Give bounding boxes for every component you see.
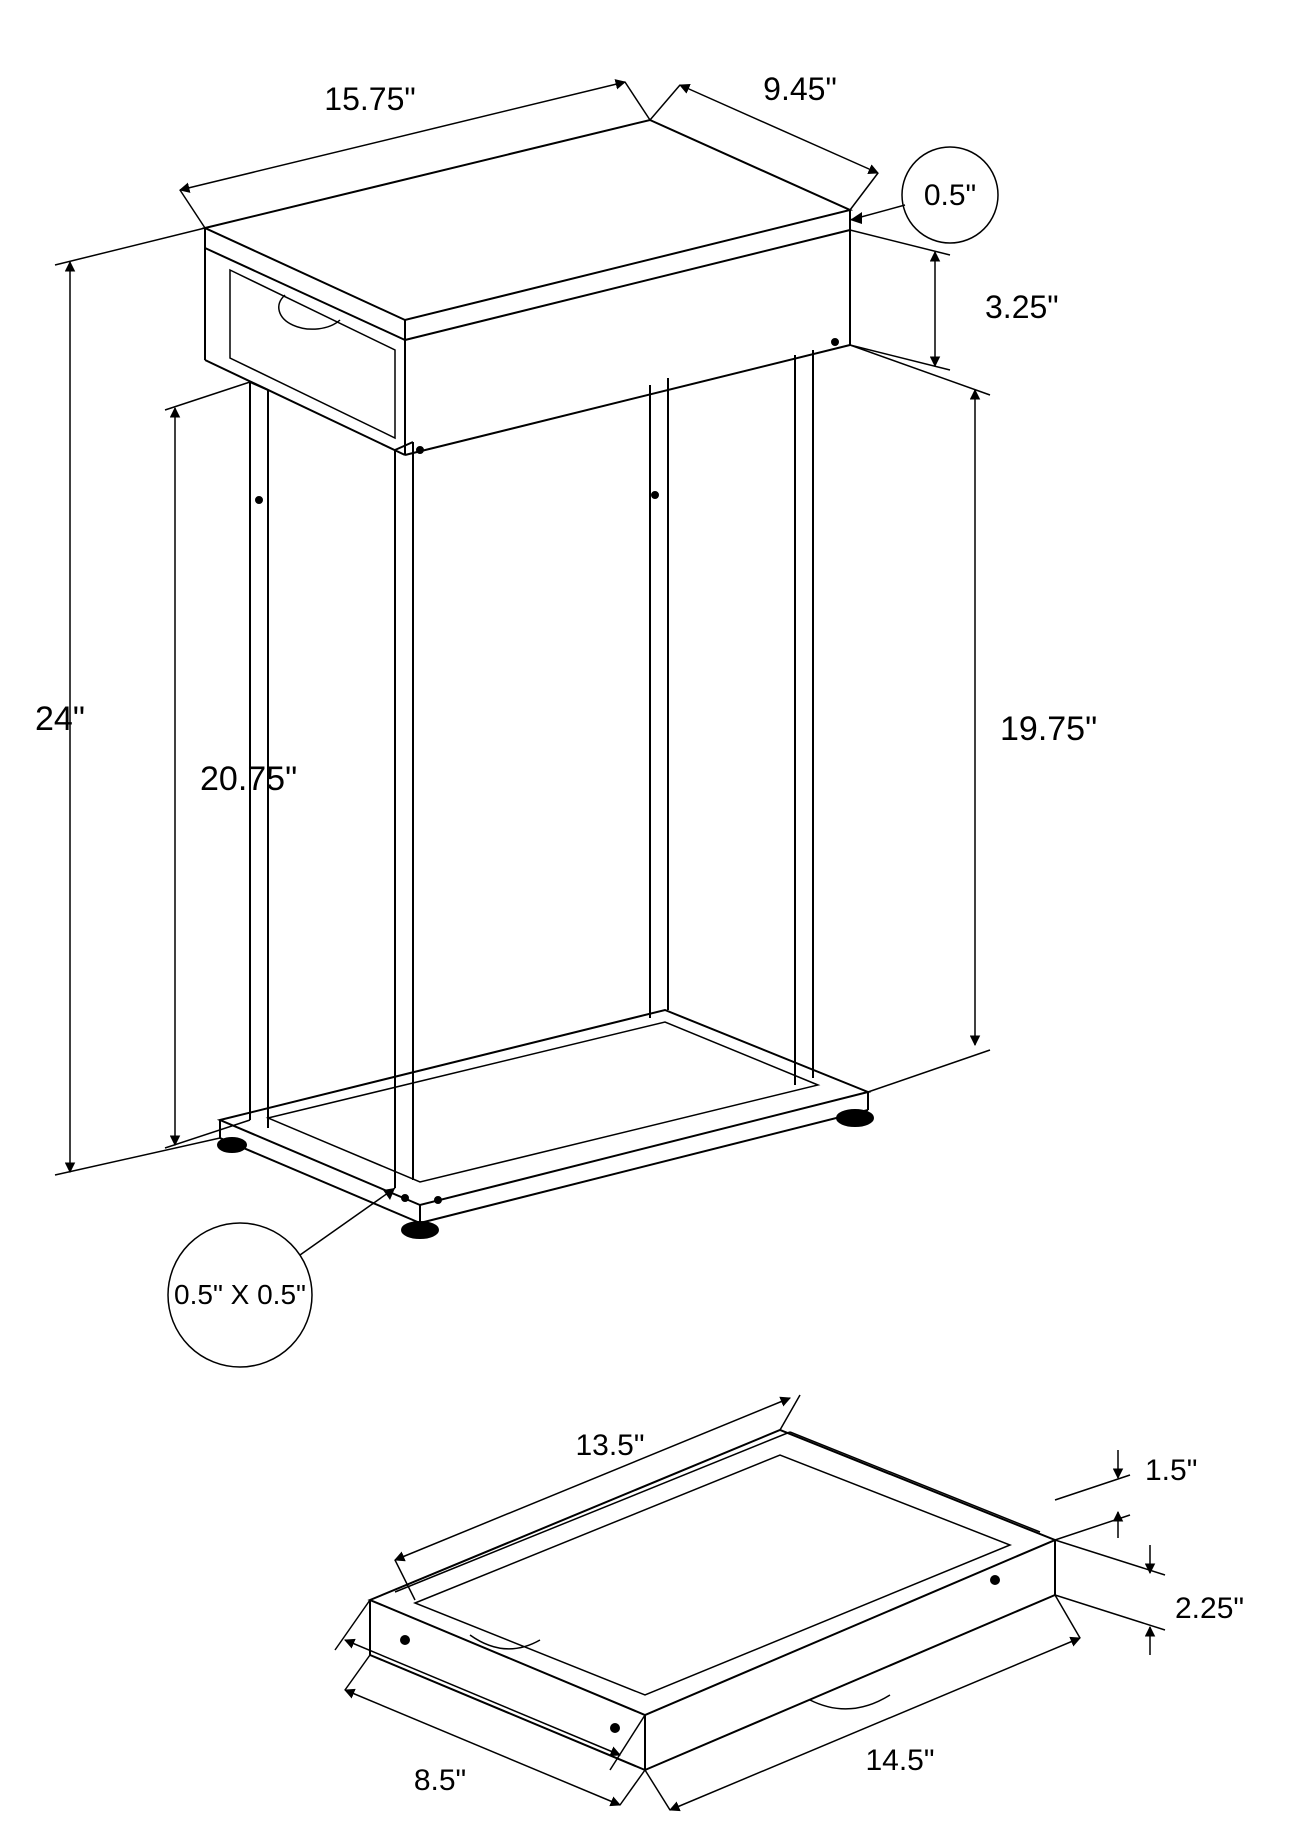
dimensions: 15.75" 9.45" 0.5" 3.25" 19.75" 20.75" 24… [35, 71, 1244, 1810]
table-drawing [205, 120, 873, 1238]
dim-drawer-inner-w: 13.5" [575, 1429, 644, 1462]
dim-tube-size: 0.5" X 0.5" [174, 1279, 306, 1310]
dim-clearance-h: 19.75" [1000, 710, 1097, 748]
dim-overall-h: 24" [35, 700, 85, 738]
dim-drawer-inner-h: 1.5" [1145, 1454, 1197, 1487]
dim-drawer-front-h: 3.25" [985, 289, 1059, 325]
dim-top-depth: 9.45" [763, 71, 837, 107]
dim-drawer-outer-h: 2.25" [1175, 1592, 1244, 1625]
dim-top-thickness: 0.5" [924, 179, 976, 212]
dim-drawer-outer-w: 14.5" [865, 1744, 934, 1777]
dim-top-width: 15.75" [324, 81, 415, 117]
drawer-drawing [370, 1430, 1055, 1770]
dim-leg-inner-h: 20.75" [200, 760, 297, 798]
dim-drawer-outer-d: 8.5" [414, 1764, 466, 1797]
